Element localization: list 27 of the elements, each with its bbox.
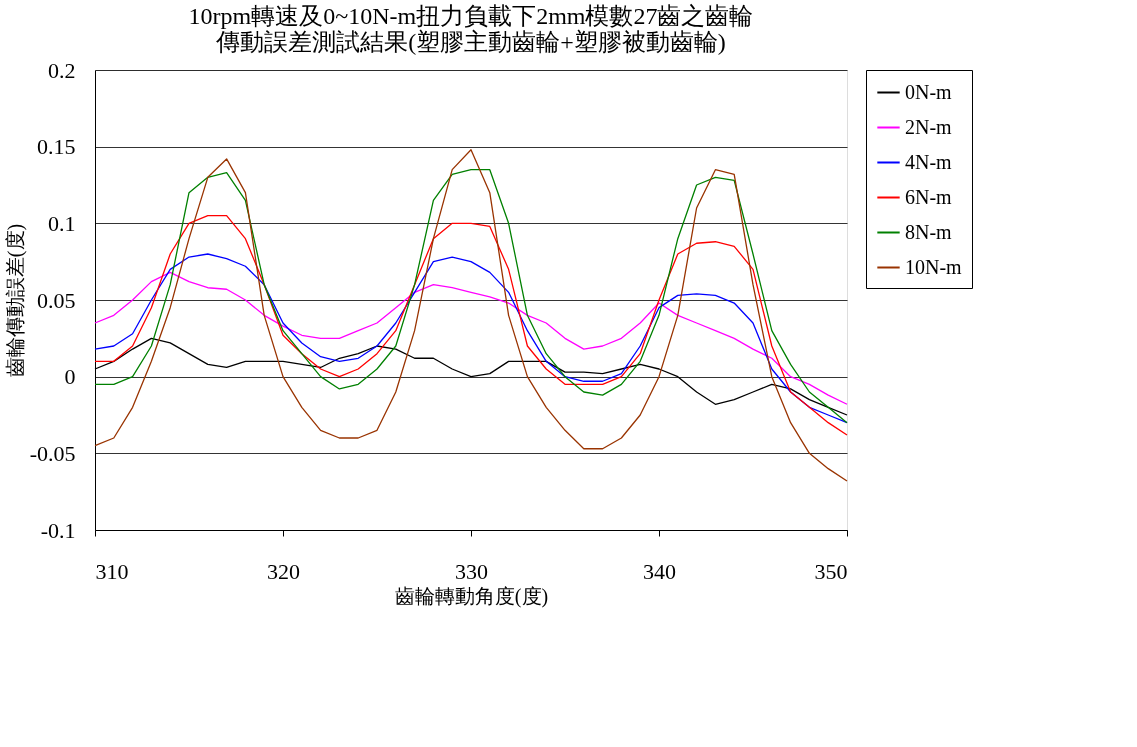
line-series xyxy=(94,271,848,405)
text: 10rpm轉速及0~10N-m扭力負載下2mm模數27齒之齒輪 xyxy=(188,3,754,29)
x-tick-label: 340 xyxy=(643,558,676,584)
x-tick-label: 320 xyxy=(267,558,300,584)
y-tick-label: 0 xyxy=(64,364,76,390)
y-tick-label: 0.2 xyxy=(48,57,76,83)
y-tick-label: 0.1 xyxy=(48,210,76,236)
y-tick-label: -0.05 xyxy=(29,440,76,466)
x-tick-label: 350 xyxy=(814,558,848,584)
text: 傳動誤差測試結果(塑膠主動齒輪+塑膠被動齒輪) xyxy=(216,29,726,55)
x-axis-title: 齒輪轉動角度(度) xyxy=(394,584,549,608)
legend-label: 2N-m xyxy=(905,115,953,138)
legend-label: 8N-m xyxy=(905,220,953,243)
line-series xyxy=(94,215,848,436)
legend-label: 10N-m xyxy=(905,255,963,278)
line-series xyxy=(94,169,848,424)
line-series xyxy=(94,149,848,482)
legend-label: 0N-m xyxy=(905,80,953,103)
line-series xyxy=(94,253,848,424)
y-tick-label: 0.05 xyxy=(37,287,76,313)
x-tick-label: 330 xyxy=(455,558,488,584)
y-axis-title: 齒輪傳動誤差(度) xyxy=(3,223,27,378)
legend-label: 6N-m xyxy=(905,185,953,208)
y-tick-label: 0.15 xyxy=(37,134,76,160)
y-tick-label: -0.1 xyxy=(40,517,76,543)
legend-label: 4N-m xyxy=(905,150,953,173)
x-tick-label: 310 xyxy=(95,558,129,584)
